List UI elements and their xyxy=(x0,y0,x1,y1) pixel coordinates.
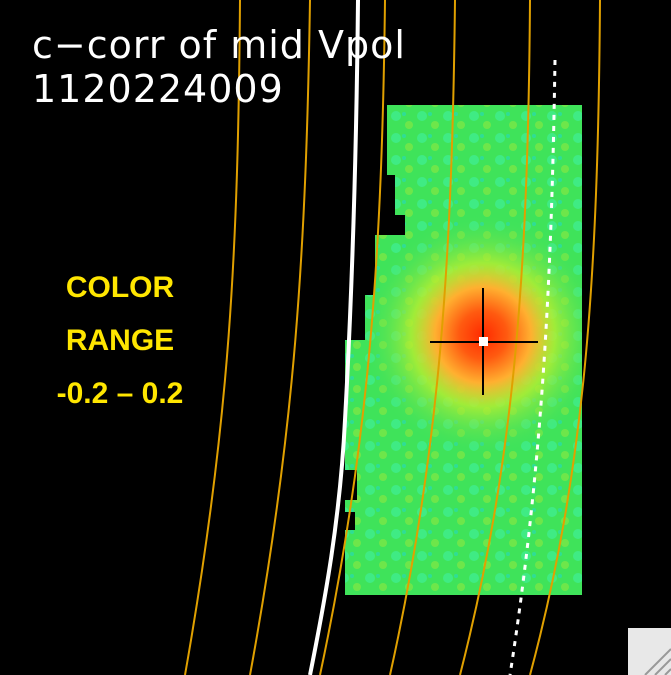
annotation-line: RANGE xyxy=(66,324,174,357)
event-id: 1120224009 xyxy=(32,67,284,111)
annotation-line: -0.2 – 0.2 xyxy=(57,377,184,410)
dotted-line xyxy=(508,59,557,675)
boundary-line xyxy=(308,0,360,675)
contours xyxy=(184,0,601,675)
plot-title: c−corr of mid Vpol xyxy=(32,23,406,67)
resize-grip[interactable] xyxy=(628,628,671,675)
annotation-line: COLOR xyxy=(66,271,175,304)
peak-marker xyxy=(479,337,488,346)
